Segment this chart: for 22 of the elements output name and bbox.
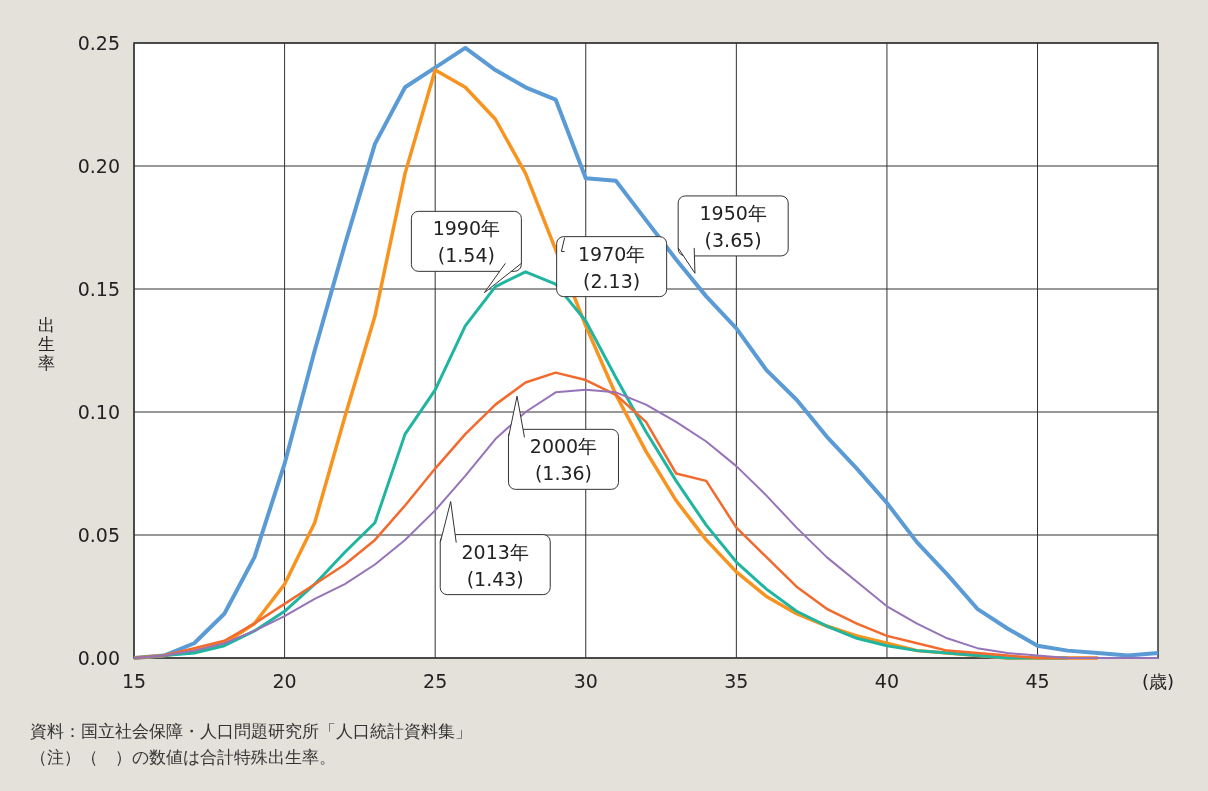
y-axis-title: 出生率 bbox=[37, 314, 55, 373]
series-label: 1990年 (1.54) bbox=[432, 217, 501, 267]
y-tick-label: 0.20 bbox=[77, 155, 120, 177]
y-tick-label: 0.15 bbox=[77, 278, 120, 300]
text: 2000年 (1.36) bbox=[529, 435, 598, 485]
x-tick-label: 45 bbox=[1025, 670, 1050, 692]
series-label: 1970年 (2.13) bbox=[577, 242, 646, 292]
y-tick-label: 0.05 bbox=[77, 524, 120, 546]
x-axis-title: (歳) bbox=[1141, 671, 1175, 692]
x-tick-label: 30 bbox=[573, 670, 598, 692]
series-label: 1950年 (3.65) bbox=[699, 201, 767, 251]
x-tick-label: 15 bbox=[121, 670, 147, 692]
text: 2013年 (1.43) bbox=[461, 540, 529, 590]
x-tick-label: 20 bbox=[272, 670, 297, 692]
y-tick-label: 0.25 bbox=[77, 32, 120, 54]
x-tick-label: 40 bbox=[874, 670, 900, 692]
text: （注）（ ）の数値は合計特殊出生率。 bbox=[30, 747, 336, 767]
text: 資料：国立社会保障・人口問題研究所「人口統計資料集」 bbox=[30, 721, 472, 741]
y-tick-label: 0.00 bbox=[77, 647, 120, 669]
x-tick-label: 25 bbox=[423, 670, 448, 692]
x-tick-label: 35 bbox=[724, 670, 749, 692]
y-tick-label: 0.10 bbox=[77, 401, 120, 423]
